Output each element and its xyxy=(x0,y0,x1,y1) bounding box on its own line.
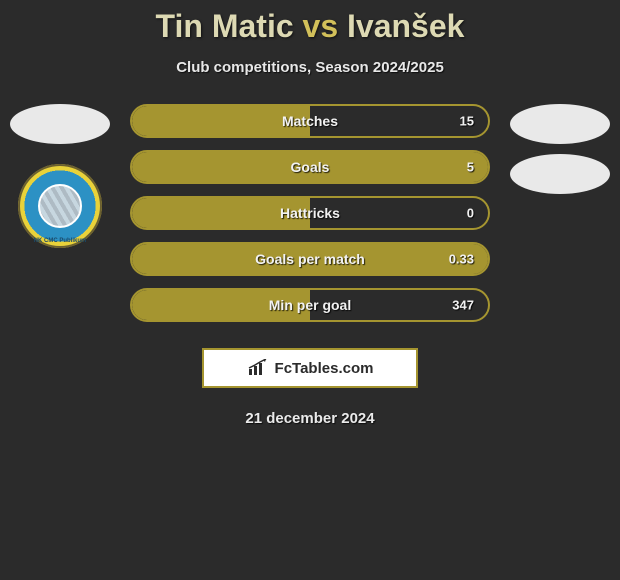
subtitle: Club competitions, Season 2024/2025 xyxy=(0,59,620,76)
stat-value: 5 xyxy=(467,160,474,175)
stat-label: Min per goal xyxy=(269,297,351,313)
stat-row-goals-per-match: Goals per match 0.33 xyxy=(130,242,490,276)
stat-value: 347 xyxy=(452,298,474,313)
bar-chart-icon xyxy=(247,359,269,377)
stats-list: Matches 15 Goals 5 Hattricks 0 Goals per… xyxy=(130,104,490,334)
footer-brand-text: FcTables.com xyxy=(275,360,374,377)
club-badge-label: NK CMC Publikum xyxy=(18,238,102,244)
stat-label: Matches xyxy=(282,113,338,129)
footer-brand[interactable]: FcTables.com xyxy=(202,348,418,388)
player-left-avatar xyxy=(10,104,110,144)
player-right-club-avatar xyxy=(510,154,610,194)
snapshot-date: 21 december 2024 xyxy=(0,410,620,427)
page-title: Tin Matic vs Ivanšek xyxy=(0,0,620,45)
stat-row-goals: Goals 5 xyxy=(130,150,490,184)
stat-label: Goals xyxy=(291,159,330,175)
stat-value: 0.33 xyxy=(449,252,474,267)
stat-row-min-per-goal: Min per goal 347 xyxy=(130,288,490,322)
content-area: NK CMC Publikum Matches 15 Goals 5 Hattr… xyxy=(0,104,620,334)
comparison-card: Tin Matic vs Ivanšek Club competitions, … xyxy=(0,0,620,580)
stat-row-matches: Matches 15 xyxy=(130,104,490,138)
club-badge-ball-icon xyxy=(38,184,82,228)
stat-row-hattricks: Hattricks 0 xyxy=(130,196,490,230)
player-right-avatar xyxy=(510,104,610,144)
player-right-name: Ivanšek xyxy=(347,8,464,44)
vs-separator: vs xyxy=(303,8,339,44)
stat-value: 15 xyxy=(460,114,474,129)
stat-label: Hattricks xyxy=(280,205,340,221)
player-left-club-badge: NK CMC Publikum xyxy=(18,164,102,248)
stat-value: 0 xyxy=(467,206,474,221)
player-left-name: Tin Matic xyxy=(156,8,294,44)
stat-label: Goals per match xyxy=(255,251,365,267)
